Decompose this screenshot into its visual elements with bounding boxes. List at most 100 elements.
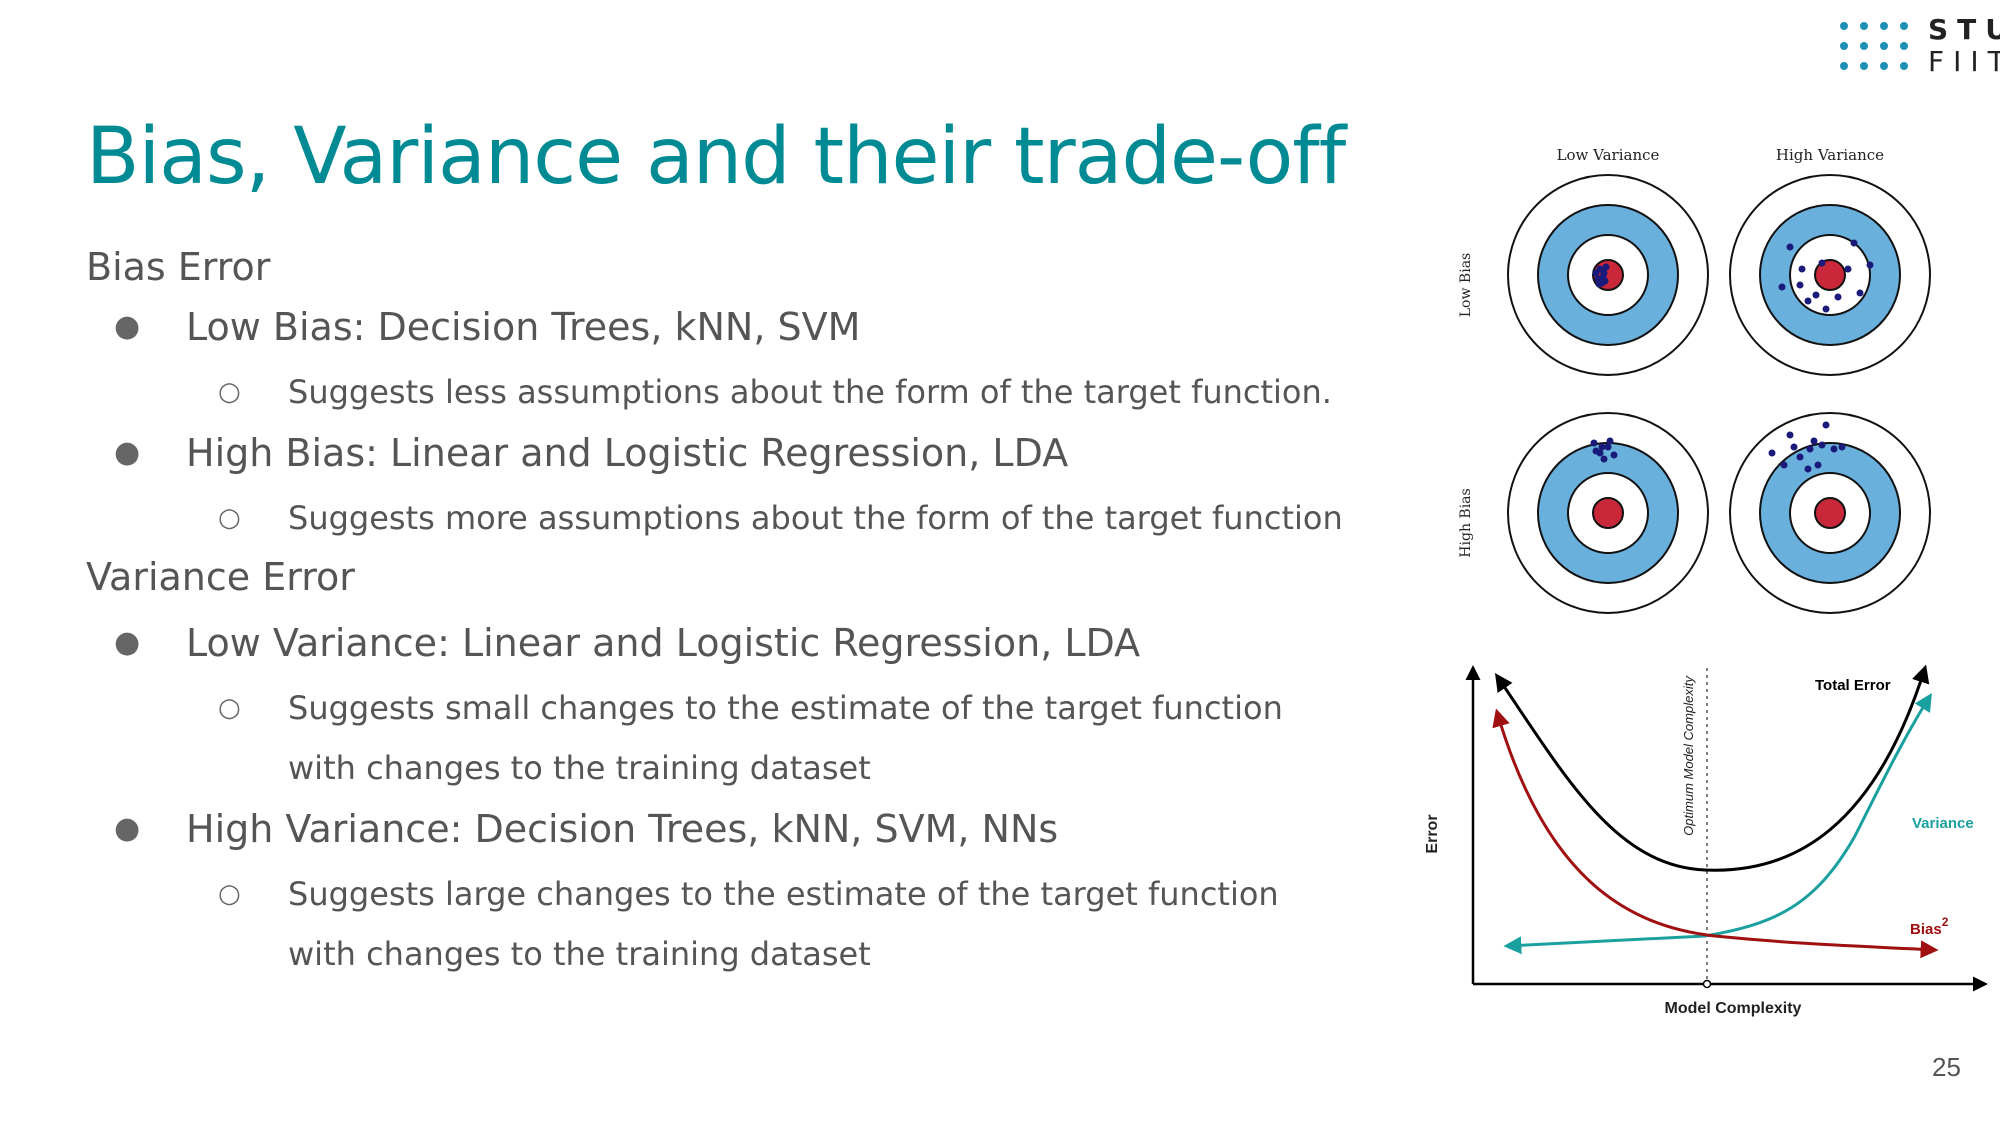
logo-line-stu: STU — [1928, 13, 2000, 46]
filled-bullet-icon: ● — [114, 435, 141, 470]
bias-label: Bias2 — [1910, 915, 1949, 938]
scatter-dot — [1786, 243, 1794, 251]
bias-variance-targets-figure: Low Variance High Variance Low Bias High… — [1458, 146, 1931, 614]
scatter-dot — [1610, 451, 1618, 459]
target-bullseye — [1814, 497, 1846, 529]
scatter-dot — [1604, 443, 1612, 451]
optimum-marker — [1702, 979, 1712, 989]
high-bias-note-text: Suggests more assumptions about the form… — [288, 499, 1343, 537]
high-variance-note-line-2: with changes to the training dataset — [288, 935, 871, 973]
slide-content: Bias Error ● Low Bias: Decision Trees, k… — [86, 238, 1426, 984]
total-error-curve — [1494, 664, 1930, 872]
scatter-dot — [1796, 453, 1804, 461]
page-number: 25 — [1932, 1052, 1961, 1082]
high-bias-text: High Bias: Linear and Logistic Regressio… — [186, 431, 1069, 475]
sub-item-high-bias-note: ○ Suggests more assumptions about the fo… — [86, 488, 1426, 548]
scatter-dot — [1814, 461, 1822, 469]
logo-dot — [1840, 62, 1848, 70]
sub-item-low-bias-note: ○ Suggests less assumptions about the fo… — [86, 362, 1426, 422]
scatter-dot — [1812, 291, 1820, 299]
logo-line-fiit: FIIT — [1928, 45, 2000, 78]
bias-label-text: Bias — [1910, 921, 1942, 938]
scatter-dot — [1590, 439, 1598, 447]
scatter-dot — [1592, 447, 1600, 455]
list-item-high-variance: ● High Variance: Decision Trees, kNN, SV… — [86, 798, 1426, 860]
scatter-dot — [1804, 465, 1812, 473]
scatter-dot — [1600, 269, 1608, 277]
scatter-dot — [1838, 443, 1846, 451]
variance-error-heading: Variance Error — [86, 555, 355, 599]
logo-dot — [1840, 22, 1848, 30]
scatter-dot — [1818, 441, 1826, 449]
logo-dot — [1880, 62, 1888, 70]
stu-fiit-logo: STU FIIT — [1838, 13, 2000, 78]
list-item-low-bias: ● Low Bias: Decision Trees, kNN, SVM — [86, 296, 1426, 358]
logo-dot — [1860, 22, 1868, 30]
high-variance-text: High Variance: Decision Trees, kNN, SVM,… — [186, 807, 1059, 851]
filled-bullet-icon: ● — [114, 625, 141, 660]
bias-error-heading: Bias Error — [86, 245, 271, 289]
filled-bullet-icon: ● — [114, 309, 141, 344]
slide-title: Bias, Variance and their trade-off — [86, 112, 1346, 202]
sub-item-low-variance-note: ○ Suggests small changes to the estimate… — [86, 678, 1426, 798]
logo-dot — [1860, 42, 1868, 50]
scatter-dot — [1856, 289, 1864, 297]
scatter-dot — [1778, 283, 1786, 291]
hollow-bullet-icon: ○ — [218, 879, 241, 909]
low-variance-text: Low Variance: Linear and Logistic Regres… — [186, 621, 1141, 665]
list-item-low-variance: ● Low Variance: Linear and Logistic Regr… — [86, 612, 1426, 674]
logo-dot — [1860, 62, 1868, 70]
list-item-high-bias: ● High Bias: Linear and Logistic Regress… — [86, 422, 1426, 484]
x-axis-label: Model Complexity — [1665, 1000, 1802, 1017]
logo-dot — [1900, 22, 1908, 30]
filled-bullet-icon: ● — [114, 811, 141, 846]
scatter-dot — [1822, 305, 1830, 313]
scatter-dot — [1834, 293, 1842, 301]
target-high-bias-low-variance — [1507, 412, 1709, 614]
logo-dot — [1880, 22, 1888, 30]
sub-item-high-variance-note: ○ Suggests large changes to the estimate… — [86, 864, 1426, 984]
variance-label: Variance — [1912, 815, 1974, 832]
scatter-dot — [1850, 239, 1858, 247]
low-bias-text: Low Bias: Decision Trees, kNN, SVM — [186, 305, 861, 349]
low-variance-note-line-2: with changes to the training dataset — [288, 749, 871, 787]
scatter-dot — [1595, 280, 1603, 288]
high-variance-note-line-1: Suggests large changes to the estimate o… — [288, 875, 1279, 913]
scatter-dot — [1866, 261, 1874, 269]
y-axis-label: Error — [1424, 814, 1441, 853]
scatter-dot — [1592, 269, 1600, 277]
target-low-bias-low-variance — [1507, 174, 1709, 376]
target-bullseye — [1592, 497, 1624, 529]
error-vs-complexity-chart: Model Complexity Error Optimum Model Com… — [1424, 664, 1988, 1017]
variance-curve — [1503, 692, 1932, 955]
col-label-low-variance: Low Variance — [1557, 146, 1660, 164]
bias-label-superscript: 2 — [1942, 915, 1949, 929]
low-variance-note-line-1: Suggests small changes to the estimate o… — [288, 689, 1283, 727]
scatter-dot — [1606, 437, 1614, 445]
row-label-high-bias: High Bias — [1458, 488, 1474, 557]
scatter-dot — [1598, 443, 1606, 451]
logo-dots-icon — [1840, 22, 1908, 70]
total-error-label: Total Error — [1815, 677, 1891, 694]
logo-dot — [1900, 62, 1908, 70]
target-low-bias-high-variance — [1729, 174, 1931, 376]
scatter-dot — [1786, 431, 1794, 439]
scatter-dot — [1796, 281, 1804, 289]
scatter-dot — [1818, 259, 1826, 267]
bias-squared-curve — [1492, 708, 1939, 959]
logo-dot — [1900, 42, 1908, 50]
hollow-bullet-icon: ○ — [218, 693, 241, 723]
scatter-dot — [1768, 449, 1776, 457]
scatter-dot — [1806, 445, 1814, 453]
logo-dot — [1840, 42, 1848, 50]
logo-dot — [1880, 42, 1888, 50]
hollow-bullet-icon: ○ — [218, 503, 241, 533]
scatter-dot — [1790, 443, 1798, 451]
low-bias-note-text: Suggests less assumptions about the form… — [288, 373, 1332, 411]
target-bullseye — [1814, 259, 1846, 291]
scatter-dot — [1830, 445, 1838, 453]
scatter-dot — [1601, 277, 1609, 285]
hollow-bullet-icon: ○ — [218, 377, 241, 407]
optimum-label: Optimum Model Complexity — [1681, 675, 1696, 836]
